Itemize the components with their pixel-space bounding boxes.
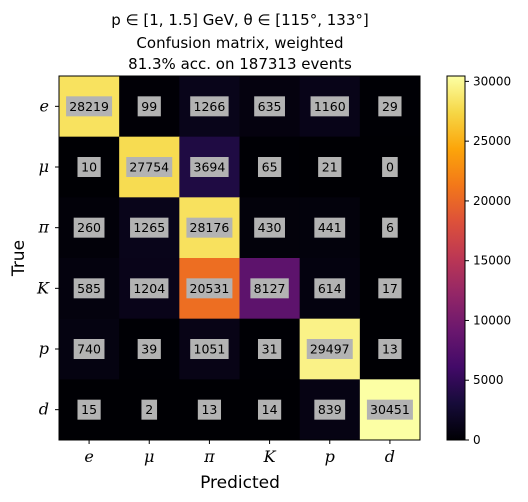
cell-value-label: 17 — [382, 281, 398, 296]
colorbar-tick-label: 20000 — [473, 194, 511, 208]
cell-value-label: 585 — [77, 281, 101, 296]
cell-value-label: 10 — [81, 160, 97, 175]
chart-title-line-1: p ∈ [1, 1.5] GeV, θ ∈ [115°, 133°] — [111, 11, 368, 29]
cell-value-label: 614 — [318, 281, 342, 296]
heatmap-cells — [59, 76, 421, 441]
colorbar-tick-label: 25000 — [473, 134, 511, 148]
colorbar-tick-label: 0 — [473, 433, 481, 447]
cell-value-label: 27754 — [129, 160, 169, 175]
cell-value-label: 28176 — [190, 220, 230, 235]
cell-value-label: 441 — [318, 220, 342, 235]
x-tick-label: d — [385, 447, 395, 466]
cell-value-label: 1051 — [194, 342, 226, 357]
cell-value-label: 13 — [201, 402, 217, 417]
cell-value-label: 13 — [382, 342, 398, 357]
cell-value-label: 29497 — [310, 342, 350, 357]
cell-value-label: 0 — [386, 160, 394, 175]
cell-value-label: 65 — [262, 160, 278, 175]
colorbar-tick-label: 10000 — [473, 313, 511, 327]
cell-value-label: 14 — [262, 402, 278, 417]
cell-value-label: 99 — [141, 99, 157, 114]
y-axis-label: True — [9, 240, 29, 277]
cell-value-label: 29 — [382, 99, 398, 114]
cell-value-label: 635 — [258, 99, 282, 114]
colorbar-ticks: 0 5000 10000 15000 20000 25000 30000 — [465, 74, 511, 447]
cell-value-label: 1160 — [314, 99, 346, 114]
y-tick-label: π — [37, 218, 49, 237]
x-tick-label: μ — [144, 447, 154, 466]
x-tick-label: K — [263, 447, 277, 466]
y-axis-ticks: e μ π Kp d — [36, 96, 59, 418]
cell-value-label: 2 — [145, 402, 153, 417]
cell-value-label: 31 — [262, 342, 278, 357]
chart-title-line-3: 81.3% acc. on 187313 events — [128, 55, 352, 73]
cell-value-label: 740 — [77, 342, 101, 357]
colorbar — [447, 76, 465, 440]
cell-value-label: 20531 — [190, 281, 230, 296]
cell-value-label: 21 — [322, 160, 338, 175]
cell-value-label: 1266 — [194, 99, 226, 114]
chart-title-line-2: Confusion matrix, weighted — [136, 34, 343, 52]
cell-value-label: 30451 — [370, 402, 410, 417]
x-tick-label: π — [203, 447, 215, 466]
cell-value-label: 15 — [81, 402, 97, 417]
x-tick-label: e — [84, 447, 93, 466]
cell-value-label: 839 — [318, 402, 342, 417]
y-tick-label: d — [39, 400, 49, 419]
cell-value-label: 260 — [77, 220, 101, 235]
cell-value-label: 3694 — [194, 160, 226, 175]
cell-value-label: 39 — [141, 342, 157, 357]
cell-value-label: 28219 — [69, 99, 109, 114]
cell-value-label: 6 — [386, 220, 394, 235]
colorbar-tick-label: 30000 — [473, 74, 511, 88]
colorbar-tick-label: 15000 — [473, 254, 511, 268]
colorbar-tick-label: 5000 — [473, 373, 504, 387]
x-axis-label: Predicted — [200, 473, 280, 493]
cell-value-label: 1265 — [133, 220, 165, 235]
y-tick-label: μ — [39, 157, 49, 176]
cell-value-label: 8127 — [254, 281, 286, 296]
x-tick-label: p — [325, 447, 335, 466]
y-tick-label: K — [36, 278, 50, 297]
y-tick-label: e — [40, 96, 49, 115]
cell-value-label: 1204 — [133, 281, 165, 296]
cell-value-label: 430 — [258, 220, 282, 235]
y-tick-label: p — [39, 339, 49, 358]
